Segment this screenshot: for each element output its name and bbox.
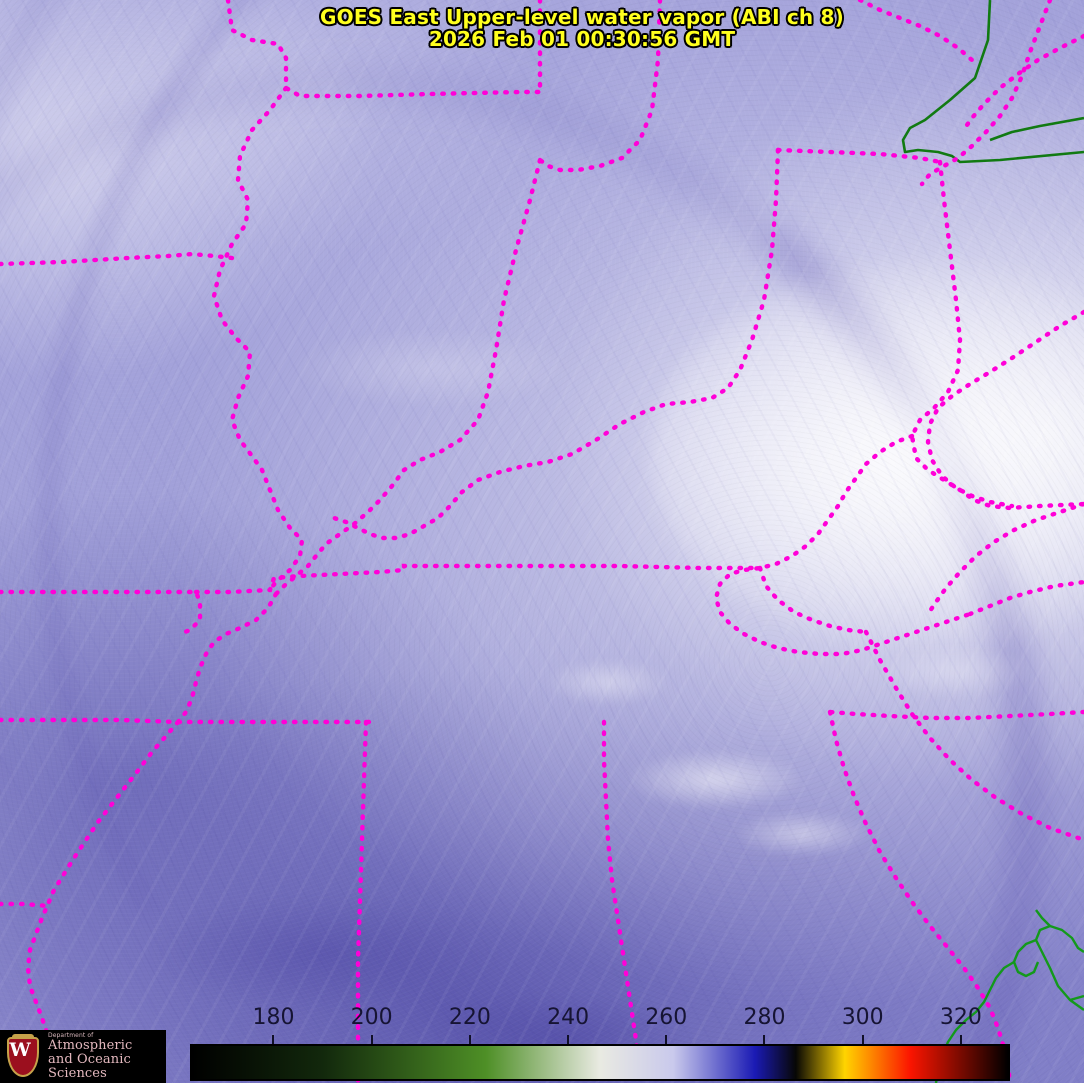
colorbar-tick-label: 180 bbox=[252, 1005, 295, 1030]
colorbar-tick-label: 240 bbox=[547, 1005, 590, 1030]
colorbar-tick-label: 280 bbox=[743, 1005, 786, 1030]
logo-text-block: Department of Atmospheric and Oceanic Sc… bbox=[48, 1031, 166, 1081]
colorbar-gradient bbox=[190, 1044, 1010, 1081]
logo-dept-prefix: Department of bbox=[48, 1031, 94, 1039]
colorbar-tick-label: 200 bbox=[350, 1005, 393, 1030]
colorbar-tick-mark bbox=[959, 1035, 962, 1044]
uw-crest-icon: W bbox=[4, 1033, 42, 1080]
colorbar-tick-mark bbox=[763, 1035, 766, 1044]
colorbar-tick-mark bbox=[468, 1035, 471, 1044]
colorbar-tick-label: 320 bbox=[939, 1005, 982, 1030]
colorbar-tick-label: 260 bbox=[645, 1005, 688, 1030]
uw-aos-logo: W Department of Atmospheric and Oceanic … bbox=[0, 1030, 166, 1083]
colorbar-tick-mark bbox=[272, 1035, 275, 1044]
crest-shield-icon bbox=[7, 1036, 39, 1077]
colorbar-tick-mark bbox=[567, 1035, 570, 1044]
colorbar-ticks bbox=[190, 1035, 1010, 1044]
colorbar: 180 200 220 240 260 280 300 320 bbox=[190, 1005, 1010, 1083]
colorbar-tick-mark bbox=[665, 1035, 668, 1044]
colorbar-tick-label: 300 bbox=[841, 1005, 884, 1030]
colorbar-tick-label: 220 bbox=[448, 1005, 491, 1030]
logo-line-2: and Oceanic Sciences bbox=[48, 1051, 131, 1081]
crest-letter: W bbox=[9, 1038, 31, 1061]
logo-line-1: Atmospheric bbox=[48, 1038, 133, 1054]
colorbar-tick-mark bbox=[861, 1035, 864, 1044]
colorbar-tick-mark bbox=[370, 1035, 373, 1044]
international-border-group bbox=[901, 0, 1084, 164]
colorbar-tick-labels: 180 200 220 240 260 280 300 320 bbox=[190, 1005, 1010, 1035]
